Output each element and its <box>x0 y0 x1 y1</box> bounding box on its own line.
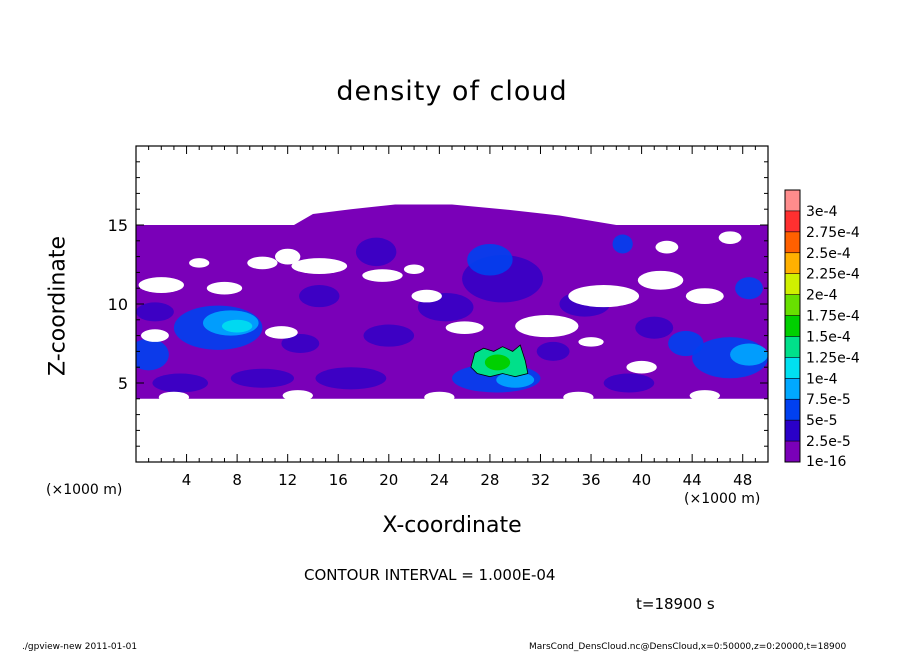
colorbar-label: 1e-4 <box>806 371 838 387</box>
colorbar-swatch <box>785 252 800 274</box>
base-notch <box>689 390 720 402</box>
colorbar-frame <box>784 189 801 463</box>
density-patch <box>299 285 340 308</box>
footer-left: ./gpview-new 2011-01-01 <box>22 642 138 652</box>
colorbar-label: 1.5e-4 <box>806 329 851 345</box>
colorbar-label: 2.5e-4 <box>806 246 851 262</box>
clear-gap <box>141 329 169 342</box>
base-notch <box>282 390 313 402</box>
density-patch <box>230 368 294 388</box>
density-patch <box>635 316 674 339</box>
time-label: t=18900 s <box>636 595 715 613</box>
density-patch <box>730 343 768 366</box>
colorbar-swatch <box>785 231 800 253</box>
clear-gap <box>275 248 301 265</box>
core-peak <box>484 354 511 371</box>
colorbar-label: 3e-4 <box>806 204 838 220</box>
colorbar-label: 1.25e-4 <box>806 350 860 366</box>
y-axis-unit: (×1000 m) <box>46 482 123 498</box>
base-notch <box>563 391 594 403</box>
density-patch <box>355 237 397 267</box>
colorbar-swatch <box>785 315 800 337</box>
clear-gap <box>403 264 425 274</box>
colorbar-swatch <box>785 441 800 462</box>
density-patch <box>281 334 320 353</box>
density-patch <box>735 277 763 300</box>
x-tick-label: 12 <box>278 471 297 489</box>
clear-gap <box>637 270 684 290</box>
clear-gap <box>362 269 403 282</box>
clear-gap <box>291 258 348 274</box>
colorbar-swatch <box>785 190 800 211</box>
y-tick-label: 10 <box>108 295 128 314</box>
x-tick-label: 24 <box>430 471 449 489</box>
colorbar-label: 1e-16 <box>806 454 846 470</box>
cloud-field <box>136 204 768 403</box>
clear-gap <box>411 289 442 303</box>
clear-gap <box>578 337 604 347</box>
density-patch <box>668 330 704 357</box>
x-tick-label: 28 <box>480 471 499 489</box>
colorbar-label: 2.5e-5 <box>806 434 851 450</box>
density-patch <box>315 367 387 390</box>
colorbar-swatch <box>785 294 800 316</box>
clear-gap <box>626 360 657 374</box>
clear-gap <box>655 240 679 254</box>
density-patch <box>603 373 655 393</box>
colorbar-label: 2.75e-4 <box>806 225 860 241</box>
density-patch <box>467 243 513 276</box>
x-tick-label: 40 <box>632 471 651 489</box>
density-patch <box>136 338 169 371</box>
colorbar-label: 7.5e-5 <box>806 392 851 408</box>
colorbar: 1e-16 2.5e-5 5e-5 7.5e-5 1e-4 1.25e-4 1.5e-4 1.… <box>784 189 860 470</box>
density-patch <box>612 234 633 254</box>
x-tick-label: 48 <box>733 471 752 489</box>
x-tick-label: 36 <box>581 471 600 489</box>
y-tick-label: 5 <box>118 374 128 393</box>
colorbar-label: 2e-4 <box>806 288 838 304</box>
base-notch <box>158 391 190 403</box>
colorbar-swatch <box>785 210 800 232</box>
colorbar-swatch <box>785 399 800 421</box>
clear-gap <box>515 315 579 338</box>
colorbar-swatch <box>785 336 800 358</box>
colorbar-swatch <box>785 420 800 442</box>
x-tick-label: 8 <box>232 471 242 489</box>
clear-gap <box>206 281 243 295</box>
clear-gap <box>189 258 210 268</box>
density-patch <box>363 324 415 347</box>
x-tick-label: 4 <box>182 471 192 489</box>
density-patch <box>152 373 209 393</box>
x-tick-label: 44 <box>683 471 702 489</box>
colorbar-label: 1.75e-4 <box>806 309 860 325</box>
x-axis-unit: (×1000 m) <box>684 491 761 507</box>
clear-gap <box>445 321 484 335</box>
colorbar-label: 2.25e-4 <box>806 267 860 283</box>
clear-gap <box>685 288 724 304</box>
colorbar-swatch <box>785 378 800 400</box>
chart-title: density of cloud <box>336 76 568 107</box>
density-patch <box>496 371 535 388</box>
contour-interval-label: CONTOUR INTERVAL = 1.000E-04 <box>304 566 556 584</box>
colorbar-swatch <box>785 357 800 379</box>
x-axis-label: X-coordinate <box>382 513 522 538</box>
density-patch <box>221 319 253 333</box>
x-tick-label: 20 <box>379 471 398 489</box>
clear-gap <box>247 256 278 270</box>
density-patch <box>536 341 570 361</box>
clear-gap <box>718 231 742 244</box>
clear-gap <box>568 285 640 308</box>
colorbar-swatch <box>785 273 800 295</box>
base-notch <box>424 391 455 403</box>
clear-gap <box>264 326 298 339</box>
colorbar-label: 5e-5 <box>806 413 837 429</box>
clear-gap <box>138 277 185 293</box>
density-patch <box>136 302 174 322</box>
footer-right: MarsCond_DensCloud.nc@DensCloud,x=0:5000… <box>529 642 847 652</box>
x-tick-label: 16 <box>329 471 348 489</box>
y-tick-label: 15 <box>108 216 128 235</box>
x-tick-label: 32 <box>531 471 550 489</box>
